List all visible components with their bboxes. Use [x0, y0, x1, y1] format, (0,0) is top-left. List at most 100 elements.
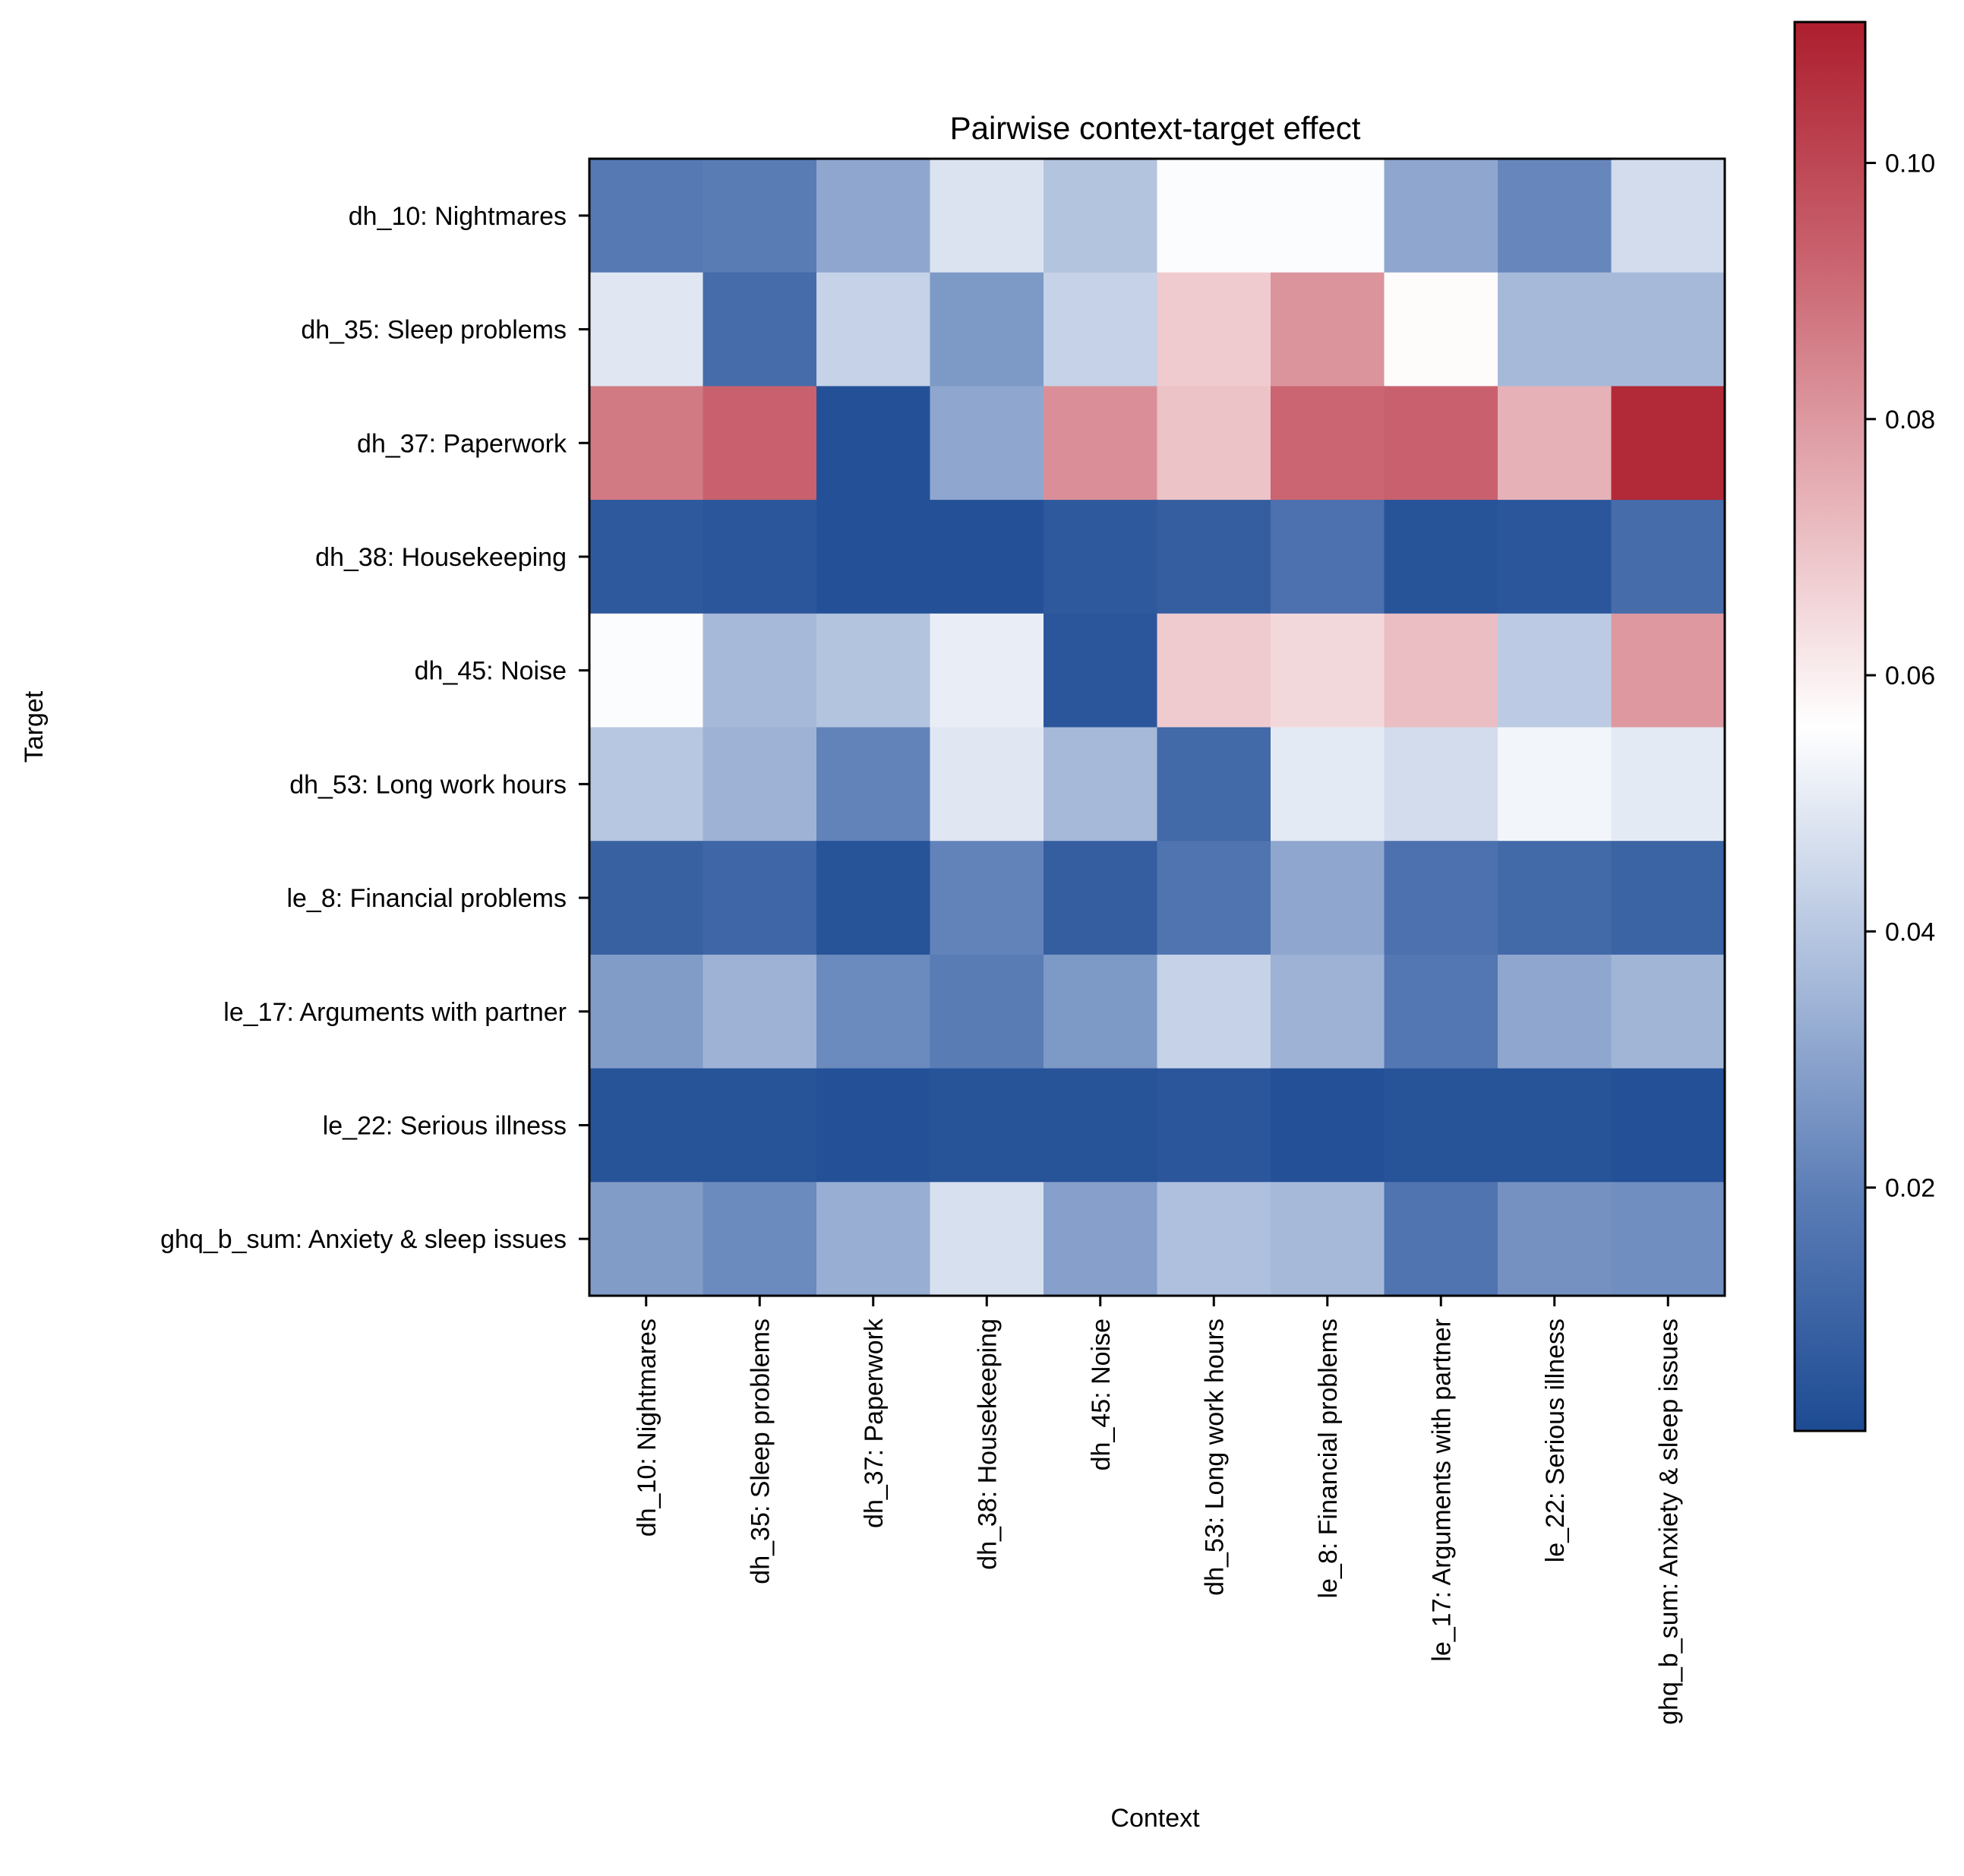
- heatmap-cell: [1157, 272, 1271, 387]
- heatmap-cell: [1384, 1068, 1498, 1183]
- heatmap-cell: [1611, 159, 1726, 273]
- heatmap-cell: [589, 841, 704, 955]
- heatmap-cell: [930, 727, 1044, 842]
- y-axis: dh_10: Nightmares dh_35: Sleep problems dh…: [160, 202, 589, 1254]
- heatmap-cell: [1498, 613, 1612, 728]
- heatmap-cell: [930, 841, 1044, 955]
- heatmap-cell: [816, 500, 931, 614]
- heatmap-cell: [1044, 159, 1158, 273]
- y-tick-label: dh_37: Paperwork: [357, 429, 567, 458]
- heatmap-cell: [1157, 954, 1271, 1069]
- heatmap-cell: [1611, 727, 1726, 842]
- heatmap-cell: [1157, 1182, 1271, 1296]
- heatmap-cell: [1271, 386, 1385, 501]
- heatmap-cell: [1611, 500, 1726, 614]
- colorbar-tick-label: 0.02: [1885, 1174, 1935, 1203]
- heatmap-cell: [1157, 727, 1271, 842]
- heatmap-cell: [1498, 500, 1612, 614]
- heatmap-cell: [703, 1182, 817, 1296]
- heatmap-cell: [1044, 386, 1158, 501]
- x-tick-label: dh_38: Housekeeping: [973, 1319, 1002, 1570]
- heatmap-cell: [1498, 1182, 1612, 1296]
- colorbar-ticks: 0.02 0.04 0.06 0.08 0.10: [1865, 150, 1935, 1203]
- heatmap-cell: [1271, 841, 1385, 955]
- heatmap-cell: [1044, 1182, 1158, 1296]
- heatmap-cells: [589, 159, 1726, 1296]
- heatmap-cell: [1044, 1068, 1158, 1183]
- heatmap-cell: [703, 386, 817, 501]
- heatmap-cell: [1271, 1182, 1385, 1296]
- heatmap-cell: [1384, 954, 1498, 1069]
- y-tick-label: ghq_b_sum: Anxiety & sleep issues: [160, 1225, 567, 1254]
- heatmap-cell: [1384, 613, 1498, 728]
- heatmap-cell: [1498, 159, 1612, 273]
- y-tick-label: dh_10: Nightmares: [349, 202, 567, 231]
- heatmap-cell: [1271, 272, 1385, 387]
- heatmap-cell: [1157, 613, 1271, 728]
- heatmap-cell: [1384, 386, 1498, 501]
- heatmap-cell: [1271, 954, 1385, 1069]
- chart-title: Pairwise context-target effect: [950, 110, 1361, 146]
- heatmap-cell: [1498, 1068, 1612, 1183]
- heatmap-cell: [816, 1182, 931, 1296]
- y-tick-label: le_8: Financial problems: [286, 884, 567, 913]
- x-tick-label: le_22: Serious illness: [1541, 1319, 1570, 1562]
- heatmap-cell: [1271, 727, 1385, 842]
- heatmap-cell: [1611, 954, 1726, 1069]
- heatmap-cell: [1271, 159, 1385, 273]
- y-tick-label: dh_38: Housekeeping: [315, 543, 567, 572]
- x-tick-label: ghq_b_sum: Anxiety & sleep issues: [1654, 1319, 1683, 1725]
- x-tick-label: dh_10: Nightmares: [633, 1319, 662, 1536]
- heatmap-cell: [703, 500, 817, 614]
- heatmap-cell: [930, 159, 1044, 273]
- heatmap-cell: [1157, 386, 1271, 501]
- heatmap-cell: [1157, 1068, 1271, 1183]
- x-tick-label: le_17: Arguments with partner: [1427, 1319, 1456, 1662]
- heatmap-cell: [816, 159, 931, 273]
- heatmap-cell: [1157, 500, 1271, 614]
- heatmap-cell: [589, 386, 704, 501]
- heatmap-cell: [816, 613, 931, 728]
- colorbar-tick-label: 0.04: [1885, 917, 1935, 946]
- heatmap-cell: [589, 727, 704, 842]
- y-tick-label: le_22: Serious illness: [323, 1111, 567, 1140]
- y-tick-label: dh_45: Noise: [415, 657, 567, 686]
- heatmap-cell: [1044, 613, 1158, 728]
- colorbar-tick-label: 0.08: [1885, 406, 1935, 434]
- heatmap-cell: [816, 954, 931, 1069]
- y-tick-label: le_17: Arguments with partner: [223, 998, 567, 1027]
- heatmap-cell: [930, 1068, 1044, 1183]
- x-tick-label: le_8: Financial problems: [1314, 1319, 1343, 1599]
- heatmap-cell: [703, 272, 817, 387]
- heatmap-cell: [930, 1182, 1044, 1296]
- y-tick-label: dh_53: Long work hours: [289, 770, 567, 799]
- heatmap-cell: [816, 386, 931, 501]
- heatmap-cell: [1498, 272, 1612, 387]
- heatmap-cell: [930, 954, 1044, 1069]
- heatmap-cell: [1384, 841, 1498, 955]
- heatmap-cell: [816, 1068, 931, 1183]
- heatmap-cell: [930, 613, 1044, 728]
- heatmap-cell: [1384, 727, 1498, 842]
- heatmap-cell: [589, 500, 704, 614]
- heatmap-cell: [1384, 1182, 1498, 1296]
- heatmap-cell: [703, 159, 817, 273]
- heatmap-cell: [930, 500, 1044, 614]
- heatmap-cell: [1044, 272, 1158, 387]
- heatmap-cell: [1384, 159, 1498, 273]
- heatmap-cell: [1044, 954, 1158, 1069]
- x-tick-label: dh_45: Noise: [1087, 1319, 1116, 1470]
- heatmap-cell: [1271, 1068, 1385, 1183]
- heatmap-cell: [1611, 272, 1726, 387]
- heatmap-cell: [703, 841, 817, 955]
- heatmap-cell: [1611, 841, 1726, 955]
- y-axis-label: Target: [20, 690, 49, 763]
- heatmap-cell: [930, 386, 1044, 501]
- heatmap-cell: [1271, 613, 1385, 728]
- heatmap-cell: [1384, 500, 1498, 614]
- x-axis: dh_10: Nightmares dh_35: Sleep problems dh…: [633, 1296, 1683, 1725]
- heatmap-cell: [703, 613, 817, 728]
- x-tick-label: dh_53: Long work hours: [1200, 1319, 1229, 1596]
- heatmap-cell: [816, 841, 931, 955]
